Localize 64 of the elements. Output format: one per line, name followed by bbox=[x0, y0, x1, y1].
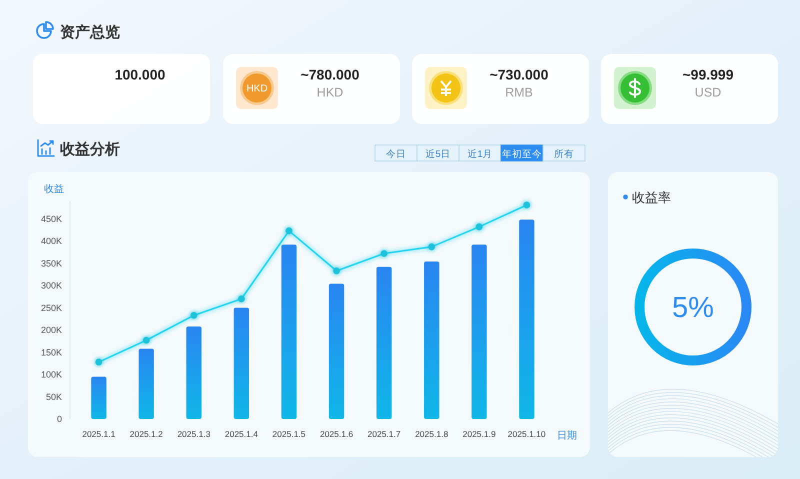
point bbox=[333, 267, 340, 274]
x-tick-label: 2025.1.5 bbox=[272, 429, 306, 439]
point bbox=[380, 250, 388, 257]
point bbox=[238, 295, 245, 302]
text: 资产总览 bbox=[60, 24, 120, 41]
text: 100.000 bbox=[114, 66, 166, 82]
point bbox=[428, 243, 436, 250]
x-tick-label: 2025.1.4 bbox=[224, 429, 258, 439]
x-tick-label: 2025.1.10 bbox=[508, 429, 546, 439]
bar bbox=[186, 326, 202, 419]
point bbox=[476, 223, 483, 230]
tab-button[interactable] bbox=[542, 144, 586, 162]
text: HKD bbox=[316, 86, 344, 100]
y-tick-label: 100K bbox=[40, 370, 62, 380]
text: 5% bbox=[672, 292, 714, 324]
x-tick-label: 2025.1.1 bbox=[82, 429, 116, 439]
bar bbox=[376, 266, 392, 419]
y-tick-label: 350K bbox=[40, 258, 62, 268]
chart-title: 收益分析 bbox=[60, 141, 120, 158]
bar bbox=[234, 308, 250, 419]
text: 近1月 bbox=[467, 148, 493, 160]
point bbox=[190, 312, 198, 319]
bar bbox=[519, 220, 534, 419]
x-tick-label: 2025.1.7 bbox=[368, 429, 401, 439]
text: USD bbox=[694, 86, 722, 100]
point bbox=[95, 358, 102, 366]
text: 今日 bbox=[386, 148, 406, 160]
y-axis-title: 收益 bbox=[44, 183, 64, 195]
text: RMB bbox=[505, 86, 533, 100]
text: HKD bbox=[246, 84, 268, 94]
x-axis-title: 日期 bbox=[557, 430, 577, 442]
y-tick-label: 450K bbox=[40, 214, 62, 224]
y-tick-label: 300K bbox=[40, 280, 62, 291]
bar bbox=[328, 284, 344, 419]
y-tick-label: 0 bbox=[56, 414, 62, 424]
bar bbox=[281, 244, 297, 419]
tab-button[interactable] bbox=[500, 144, 544, 162]
x-tick-label: 2025.1.9 bbox=[462, 429, 496, 439]
x-tick-label: 2025.1.6 bbox=[320, 429, 354, 439]
bar bbox=[91, 376, 106, 419]
x-tick-label: 2025.1.2 bbox=[130, 429, 164, 439]
x-tick-label: 2025.1.3 bbox=[177, 429, 211, 439]
text: ~780.000 bbox=[300, 66, 360, 82]
y-tick-label: 400K bbox=[40, 236, 62, 246]
tab-button[interactable] bbox=[374, 144, 418, 162]
text: 近5日 bbox=[425, 148, 451, 160]
tab-button[interactable] bbox=[458, 144, 502, 162]
text: 所有 bbox=[554, 148, 574, 160]
y-tick-label: 250K bbox=[40, 302, 62, 313]
point bbox=[523, 202, 530, 208]
text: 年初至今 bbox=[502, 148, 542, 160]
tab-button[interactable] bbox=[416, 144, 460, 162]
text: 收益率 bbox=[632, 190, 671, 205]
bar bbox=[472, 244, 487, 419]
y-tick-label: 50K bbox=[46, 392, 62, 402]
bar bbox=[424, 262, 440, 419]
point bbox=[142, 336, 150, 344]
text: ~730.000 bbox=[490, 66, 549, 82]
bar bbox=[138, 348, 154, 419]
text: ~99.999 bbox=[682, 66, 734, 82]
y-tick-label: 200K bbox=[40, 325, 62, 336]
x-tick-label: 2025.1.8 bbox=[415, 429, 448, 439]
point bbox=[286, 227, 292, 234]
y-tick-label: 150K bbox=[40, 347, 62, 358]
